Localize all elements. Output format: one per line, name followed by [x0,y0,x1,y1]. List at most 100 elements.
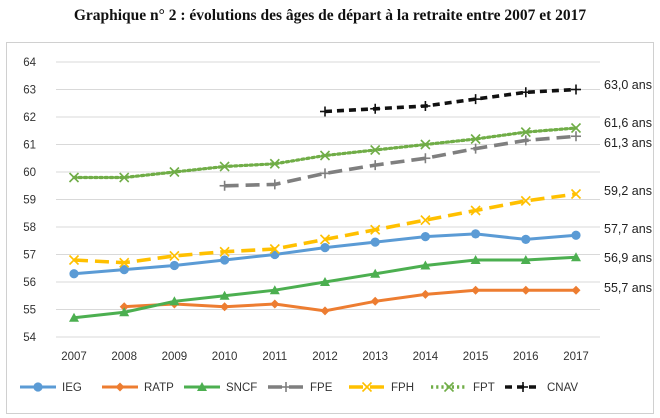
series-sncf-point [169,296,180,306]
series-fpe-point [370,160,381,171]
series-fpt-point [68,172,80,183]
series-fph [68,188,582,268]
series-sncf-point [119,307,130,317]
x-tick-label: 2017 [563,351,589,363]
series-fph-point [219,246,230,257]
series-fph-line [73,192,577,265]
series-ieg-point [370,237,380,247]
series-fpt-end-label: 61,6 ans [604,116,652,130]
x-tick-label: 2016 [513,351,539,363]
series-fpe-line [224,134,577,188]
series-fph-point [570,188,582,200]
series-cnav [320,84,581,117]
legend-item-sncf: SNCF [184,382,257,394]
legend-item-ratp-label: RATP [144,382,174,394]
series-cnav-point [571,84,581,95]
series-fph-point [470,205,481,216]
series-lines [68,84,582,322]
series-ieg-point [471,229,481,239]
series-ratp-point [370,296,380,306]
series-fpe-point [420,153,431,164]
series-ieg-point [220,255,230,265]
gridlines [56,61,600,338]
legend-item-fph-marker [361,381,373,393]
series-fpe-end-label: 61,3 ans [604,136,652,150]
series-sncf-point [320,277,330,286]
series-ratp-point [119,302,129,312]
series-sncf-point [219,290,230,300]
x-axis-ticks: 2007 2008 2009 2010 2011 2012 2013 2014 2015 2016… [61,351,589,363]
series-sncf-point [470,255,481,264]
end-labels: 57,7 ans 55,7 ans 56,9 ans 61,3 ans 59,2 ans… [604,78,652,295]
legend: IEG RATP SNCF FPE FPH FPT CNAV [20,381,578,394]
x-tick-label: 2011 [262,351,287,363]
series-fpt-point [570,122,582,134]
series-fpe-point [320,168,330,179]
series-fph-point [119,257,130,268]
x-tick-label: 2014 [413,351,439,363]
y-axis-ticks: 54 55 56 57 58 59 60 61 62 63 64 [23,57,36,344]
series-ratp-point [521,285,531,295]
chart-frame [6,42,654,414]
series-ratp-end-label: 55,7 ans [604,281,652,295]
series-fpt-point [370,144,381,156]
y-tick-label: 54 [23,332,36,344]
x-tick-label: 2009 [162,351,188,363]
series-sncf [69,252,581,322]
legend-item-fpe: FPE [268,382,333,394]
series-ieg-point [521,234,531,244]
y-tick-label: 60 [23,167,36,179]
series-cnav-point [520,87,531,98]
series-fph-point [68,254,80,266]
legend-item-ieg-marker [33,382,43,392]
y-tick-label: 56 [23,277,36,289]
x-tick-label: 2012 [312,351,338,363]
series-ratp-point [320,306,330,316]
y-tick-label: 64 [23,57,36,69]
x-tick-label: 2007 [61,351,87,363]
x-tick-label: 2013 [362,351,388,363]
series-sncf-end-label: 56,9 ans [604,251,652,265]
series-cnav-point [370,103,381,114]
series-fpt-point [420,139,431,150]
series-fph-point [370,224,381,235]
series-ieg-point [69,269,79,279]
series-cnav-end-label: 63,0 ans [604,78,652,92]
series-fpt-point [520,127,531,138]
x-tick-label: 2008 [111,351,137,363]
series-ieg-point [119,265,129,275]
series-fpe-point [520,135,531,146]
y-tick-label: 61 [23,140,36,152]
legend-item-ieg-label: IEG [62,382,82,394]
series-ieg-point [320,243,330,253]
series-fpt-point [470,133,481,145]
series-ieg-point [420,232,430,242]
series-ratp-point [220,302,230,312]
series-cnav-point [320,106,330,117]
series-cnav-line [324,87,577,114]
series-fpt [68,122,582,183]
legend-item-fph: FPH [349,381,414,394]
legend-item-cnav-label: CNAV [547,382,578,394]
series-fpe-point [470,143,481,154]
series-fph-end-label: 59,2 ans [604,184,652,198]
series-sncf-point [420,260,431,270]
series-sncf-point [370,268,381,278]
legend-item-fpe-marker [281,382,291,392]
series-ratp-point [471,285,481,295]
series-sncf-point [69,312,79,322]
y-tick-label: 62 [23,112,36,124]
legend-item-fph-label: FPH [391,382,414,394]
legend-item-sncf-marker [197,382,207,391]
series-fpe-point [571,131,581,142]
y-tick-label: 59 [23,195,36,207]
y-tick-label: 58 [23,222,36,234]
series-sncf-point [571,252,581,262]
series-fpt-point [269,158,280,169]
legend-item-ieg: IEG [20,382,82,394]
series-fpe-point [219,180,230,191]
legend-item-ratp-marker [115,382,125,392]
series-fph-point [420,215,431,226]
series-cnav-point [420,101,431,111]
